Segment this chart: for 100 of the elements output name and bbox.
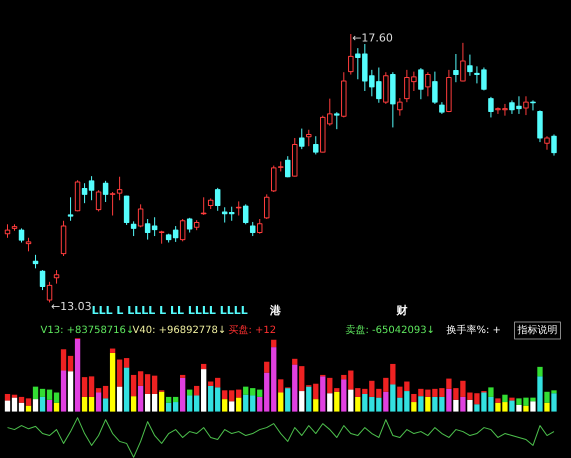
annotation: ←17.60 — [352, 32, 393, 45]
candlestick — [54, 270, 60, 284]
bar — [60, 349, 66, 371]
bar — [460, 396, 466, 412]
candlestick — [68, 196, 74, 222]
candlestick — [236, 200, 242, 216]
text: 港 — [269, 304, 282, 318]
text: 财 — [395, 304, 408, 318]
bar — [334, 392, 340, 412]
bar — [411, 402, 417, 412]
bar — [180, 374, 186, 378]
bar — [54, 402, 60, 412]
bar — [88, 396, 94, 412]
bar — [54, 392, 60, 403]
bar — [88, 376, 94, 397]
bar — [523, 406, 529, 412]
text: 买盘: +12 — [228, 324, 276, 336]
bar — [32, 386, 38, 400]
bar — [74, 339, 80, 412]
bar — [530, 401, 536, 412]
bar — [102, 398, 108, 412]
bar — [425, 396, 431, 412]
bar — [544, 402, 550, 412]
bar — [4, 394, 10, 401]
bar — [341, 379, 346, 412]
bar — [60, 370, 66, 412]
bar — [418, 396, 424, 412]
bar — [110, 352, 116, 412]
bar — [32, 399, 38, 412]
bar — [488, 387, 494, 397]
bar — [96, 392, 102, 412]
bar — [201, 364, 206, 370]
bar — [306, 386, 312, 412]
bar — [201, 369, 206, 412]
bar — [446, 388, 452, 412]
bar — [292, 358, 298, 365]
bar — [278, 392, 284, 412]
bar — [383, 392, 388, 412]
bar — [124, 368, 130, 412]
bar — [523, 398, 529, 406]
bar — [502, 394, 508, 402]
text: LLL L LLLL L LL LLLL LLLL — [92, 304, 248, 318]
bar — [495, 402, 501, 412]
candlestick — [453, 54, 459, 83]
bar — [537, 376, 543, 412]
bar — [116, 386, 122, 412]
bar — [271, 340, 276, 348]
bar — [96, 388, 102, 393]
text: 换手率%: + — [446, 324, 501, 336]
bar — [26, 398, 32, 406]
bar — [299, 391, 304, 412]
bar — [130, 396, 136, 412]
bar — [530, 398, 536, 402]
bar — [68, 371, 74, 412]
bar — [516, 404, 522, 412]
bar — [453, 400, 459, 412]
bar — [348, 390, 354, 412]
bar — [236, 398, 242, 412]
candlestick — [116, 176, 122, 201]
candlestick — [285, 156, 290, 178]
bar — [12, 398, 18, 412]
text: 指标说明 — [516, 324, 558, 336]
bar — [467, 400, 473, 412]
bar — [26, 406, 32, 412]
candlestick — [32, 254, 38, 269]
bar — [516, 398, 522, 405]
bar — [495, 398, 501, 403]
bar — [46, 400, 52, 412]
bar — [502, 402, 508, 412]
bar — [138, 386, 144, 412]
bar — [509, 400, 515, 412]
bar — [355, 396, 360, 412]
bar — [474, 393, 480, 404]
text: 卖盘: -65042093↓ — [346, 324, 435, 336]
bar — [509, 398, 515, 401]
bar — [82, 377, 88, 397]
bar — [18, 402, 24, 412]
bar — [551, 393, 557, 412]
bar — [537, 366, 543, 376]
bar — [264, 362, 270, 373]
bar — [544, 392, 550, 403]
bar — [110, 348, 116, 353]
bar — [481, 392, 487, 412]
bar — [18, 396, 24, 403]
bar — [82, 396, 88, 412]
bar — [313, 399, 318, 412]
bar — [488, 396, 494, 412]
bar — [229, 401, 234, 412]
bar — [187, 390, 192, 396]
bar — [102, 386, 108, 398]
bar — [40, 396, 46, 412]
bar — [180, 378, 186, 412]
annotation: ←13.03 — [50, 300, 92, 313]
bar — [12, 394, 18, 398]
bar — [68, 356, 74, 372]
bar — [222, 399, 228, 412]
bar — [292, 364, 298, 412]
bar — [158, 392, 164, 412]
bar — [320, 376, 326, 412]
text: V40: +96892778↓ — [132, 325, 226, 336]
